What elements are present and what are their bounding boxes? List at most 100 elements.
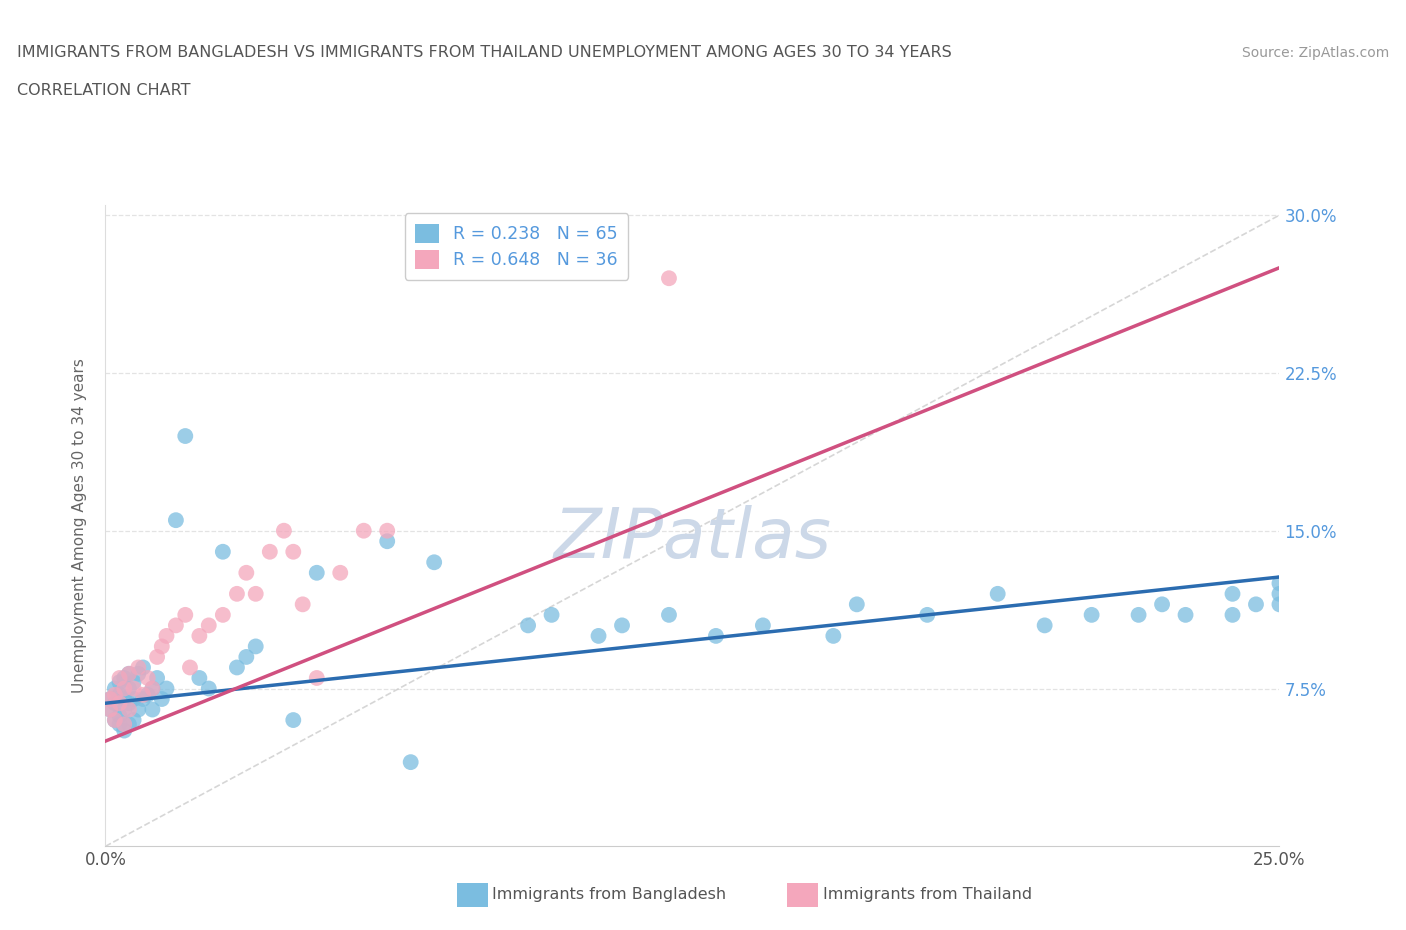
Point — [1174, 607, 1197, 622]
Point — [399, 755, 422, 770]
Text: CORRELATION CHART: CORRELATION CHART — [17, 83, 190, 98]
Point — [188, 671, 211, 685]
Point — [423, 555, 446, 570]
Point — [112, 681, 135, 696]
Point — [226, 587, 249, 602]
Point — [146, 649, 169, 664]
Point — [108, 675, 131, 690]
Point — [118, 702, 141, 717]
Point — [259, 544, 281, 559]
Point — [104, 712, 127, 727]
Point — [108, 687, 131, 702]
Y-axis label: Unemployment Among Ages 30 to 34 years: Unemployment Among Ages 30 to 34 years — [72, 358, 87, 693]
Point — [104, 712, 127, 727]
Point — [165, 512, 187, 527]
Point — [132, 687, 155, 702]
Point — [122, 675, 145, 690]
Point — [150, 692, 173, 707]
Point — [150, 639, 173, 654]
Point — [122, 712, 145, 727]
Point — [118, 666, 141, 681]
Point — [1033, 618, 1056, 632]
Point — [305, 671, 328, 685]
Point — [245, 639, 267, 654]
Point — [174, 607, 197, 622]
Point — [136, 687, 159, 702]
Point — [98, 702, 121, 717]
Point — [1244, 597, 1267, 612]
Point — [104, 696, 127, 711]
Point — [283, 712, 305, 727]
Point — [141, 681, 163, 696]
Point — [211, 544, 233, 559]
Point — [112, 702, 135, 717]
Point — [165, 618, 187, 632]
Point — [174, 429, 197, 444]
Point — [226, 660, 249, 675]
Point — [141, 681, 163, 696]
Point — [127, 702, 149, 717]
Point — [658, 271, 681, 286]
Point — [112, 717, 135, 732]
Point — [245, 587, 267, 602]
Point — [915, 607, 938, 622]
Point — [658, 607, 681, 622]
Point — [588, 629, 610, 644]
Point — [823, 629, 845, 644]
Point — [108, 717, 131, 732]
Point — [122, 681, 145, 696]
Point — [197, 618, 219, 632]
Point — [1268, 576, 1291, 591]
Point — [118, 696, 141, 711]
Point — [98, 692, 121, 707]
Point — [104, 681, 127, 696]
Point — [132, 692, 155, 707]
Point — [353, 524, 375, 538]
Point — [122, 692, 145, 707]
Point — [845, 597, 868, 612]
Text: Immigrants from Thailand: Immigrants from Thailand — [823, 887, 1032, 902]
Point — [211, 607, 233, 622]
Point — [155, 681, 177, 696]
Point — [108, 709, 131, 724]
Point — [118, 666, 141, 681]
Point — [305, 565, 328, 580]
Point — [197, 681, 219, 696]
Text: IMMIGRANTS FROM BANGLADESH VS IMMIGRANTS FROM THAILAND UNEMPLOYMENT AMONG AGES 3: IMMIGRANTS FROM BANGLADESH VS IMMIGRANTS… — [17, 46, 952, 60]
Point — [375, 534, 398, 549]
Legend: R = 0.238   N = 65, R = 0.648   N = 36: R = 0.238 N = 65, R = 0.648 N = 36 — [405, 213, 628, 280]
Point — [1222, 607, 1244, 622]
Point — [375, 524, 398, 538]
Point — [104, 687, 127, 702]
Point — [283, 544, 305, 559]
Point — [1268, 597, 1291, 612]
Point — [610, 618, 633, 632]
Point — [235, 565, 257, 580]
Point — [155, 629, 177, 644]
Point — [118, 681, 141, 696]
Point — [141, 702, 163, 717]
Point — [752, 618, 775, 632]
Point — [127, 666, 149, 681]
Text: Source: ZipAtlas.com: Source: ZipAtlas.com — [1241, 46, 1389, 60]
Point — [108, 671, 131, 685]
Point — [136, 671, 159, 685]
Point — [1080, 607, 1102, 622]
Point — [291, 597, 314, 612]
Point — [118, 717, 141, 732]
Point — [98, 702, 121, 717]
Point — [127, 660, 149, 675]
Point — [235, 649, 257, 664]
Point — [540, 607, 562, 622]
Point — [112, 671, 135, 685]
Point — [1128, 607, 1150, 622]
Point — [188, 629, 211, 644]
Point — [704, 629, 727, 644]
Point — [108, 696, 131, 711]
Point — [179, 660, 201, 675]
Point — [146, 671, 169, 685]
Point — [1268, 587, 1291, 602]
Point — [987, 587, 1010, 602]
Text: ZIPatlas: ZIPatlas — [554, 505, 831, 572]
Point — [112, 724, 135, 738]
